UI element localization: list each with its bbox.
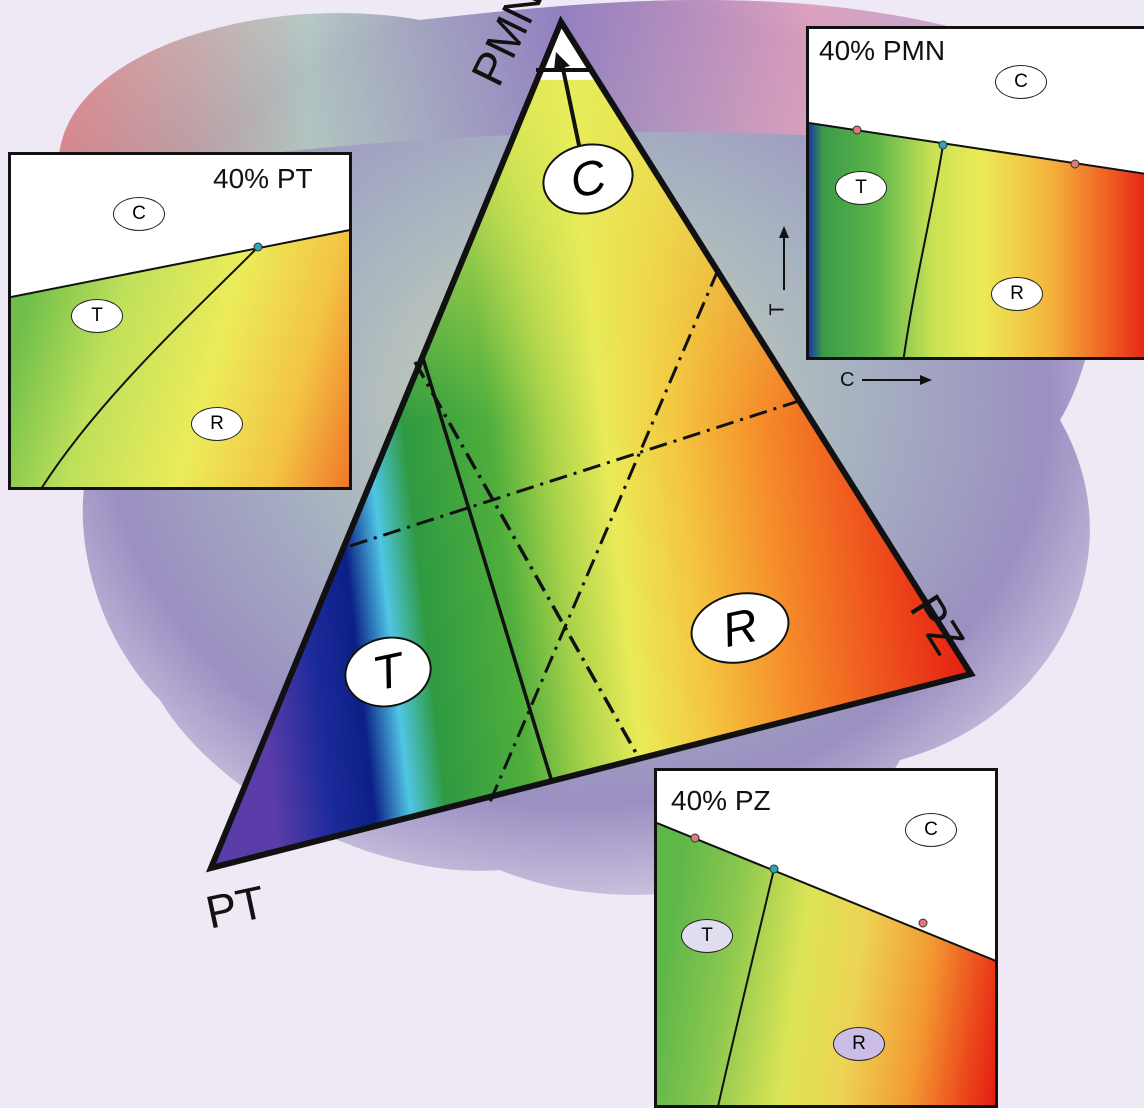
panel-title: 40% PMN bbox=[819, 35, 946, 66]
pink-point bbox=[1070, 159, 1080, 169]
panel-t-label: T bbox=[835, 171, 887, 205]
dashed-line-2 bbox=[488, 269, 720, 803]
panel-r-label: R bbox=[833, 1027, 885, 1061]
panel-c-label: C bbox=[995, 65, 1047, 99]
panel-t-label: T bbox=[71, 299, 123, 333]
panel-c-label: C bbox=[113, 197, 165, 231]
cubic-arrow bbox=[560, 63, 582, 151]
panel-t-label: T bbox=[681, 919, 733, 953]
temperature-axis-label: T bbox=[766, 303, 789, 316]
panel-40-pt: 40% PT C T R bbox=[8, 152, 352, 490]
panel-40-pmn: 40% PMN C T R bbox=[806, 26, 1144, 360]
triple-point bbox=[253, 242, 263, 252]
panel-c-label: C bbox=[905, 813, 957, 847]
composition-axis-label: C bbox=[840, 369, 855, 391]
panel-pmn-plot bbox=[809, 122, 1144, 357]
dashed-line-3 bbox=[349, 398, 803, 548]
pink-point bbox=[852, 125, 862, 135]
pink-point bbox=[918, 918, 928, 928]
panel-title: 40% PZ bbox=[671, 785, 771, 816]
triple-point bbox=[938, 140, 948, 150]
panel-pt-plot bbox=[11, 229, 349, 487]
triangle-outline bbox=[205, 15, 976, 873]
boundary-line bbox=[420, 354, 554, 783]
dashed-line-1 bbox=[413, 361, 642, 761]
panel-r-label: R bbox=[991, 277, 1043, 311]
panel-title: 40% PT bbox=[213, 163, 313, 194]
triple-point bbox=[769, 864, 779, 874]
panel-40-pz: 40% PZ C T R bbox=[654, 768, 998, 1108]
panel-r-label: R bbox=[191, 407, 243, 441]
pink-point bbox=[690, 833, 700, 843]
panel-pz-plot bbox=[657, 822, 995, 1105]
